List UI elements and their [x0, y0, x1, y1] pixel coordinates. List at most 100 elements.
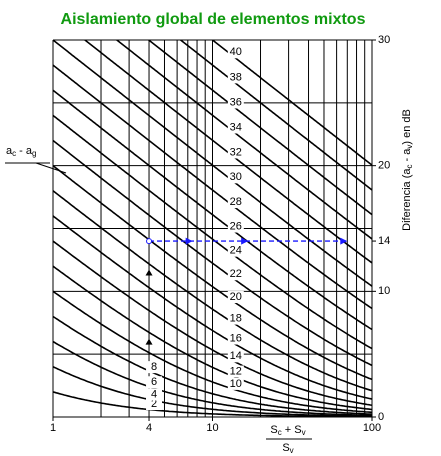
curve-label-bg: [227, 365, 244, 378]
curve-label: 2: [151, 398, 157, 410]
curve-label-bg: [227, 121, 244, 134]
curve-label-bg: [227, 350, 244, 363]
curve-label: 30: [230, 171, 242, 183]
curve-label: 22: [230, 268, 242, 280]
curve: [53, 190, 372, 392]
curve-label: 32: [230, 146, 242, 158]
curve-label-bg: [146, 398, 163, 411]
curve: [53, 365, 372, 417]
curve-label: 40: [230, 46, 242, 58]
curve-label: 24: [230, 245, 242, 257]
curve: [53, 89, 372, 331]
curve: [53, 290, 372, 414]
x-tick-label: 10: [206, 422, 218, 434]
curve: [53, 165, 372, 381]
curve: [53, 114, 372, 350]
y-label-part: Diferencia (a: [401, 168, 413, 231]
curve-label-bg: [227, 377, 244, 390]
marker: [145, 338, 153, 345]
x-tick-label: 4: [146, 422, 152, 434]
curve-label: 34: [230, 121, 242, 133]
curve-label-bg: [146, 361, 163, 374]
marker: [145, 269, 153, 276]
y-tick-label: 14: [378, 235, 390, 247]
annotation-arrowhead: [185, 237, 193, 245]
annotation-start: [146, 238, 153, 245]
curve-label-bg: [227, 291, 244, 304]
x-label-part: c: [278, 428, 282, 437]
x-label-denominator: Sv: [282, 442, 293, 455]
y-label-part: - a: [401, 148, 413, 165]
curve-label: 14: [230, 350, 242, 362]
curve: [53, 265, 372, 411]
curves: [53, 40, 372, 417]
curve-label: 36: [230, 96, 242, 108]
x-label-part: v: [302, 428, 306, 437]
curve: [53, 240, 372, 406]
x-label-numerator: Sc + Sv: [270, 424, 305, 437]
x-label-part: S: [282, 442, 289, 454]
curve: [53, 315, 372, 415]
x-tick-label: 100: [363, 422, 381, 434]
x-label-part: S: [270, 424, 277, 436]
y-label-part: v: [405, 145, 414, 149]
curve: [83, 40, 372, 264]
curve-label: 10: [230, 378, 242, 390]
legend-part: g: [32, 149, 36, 158]
curve-label-bg: [227, 171, 244, 184]
curve-label-bg: [146, 388, 163, 401]
legend-part: c: [12, 149, 16, 158]
curve: [53, 215, 372, 400]
curve-label: 12: [230, 365, 242, 377]
y-tick-label: 30: [378, 34, 390, 46]
curve-label-bg: [227, 312, 244, 325]
y-tick-label: 10: [378, 285, 390, 297]
curve-label: 38: [230, 71, 242, 83]
curve-label-bg: [146, 376, 163, 389]
curve-label-bg: [227, 96, 244, 109]
curve-label-bg: [227, 268, 244, 281]
y-label-part: ) en dB: [401, 109, 413, 144]
curve: [53, 139, 372, 367]
y-label-part: c: [405, 165, 414, 169]
curve-label: 26: [230, 220, 242, 232]
x-label-part: v: [290, 446, 294, 455]
curve-label: 18: [230, 313, 242, 325]
curve: [179, 40, 372, 191]
curve-label-bg: [227, 332, 244, 345]
curve: [115, 40, 372, 240]
curve: [211, 40, 372, 166]
curve-legend: ac - ag: [6, 145, 36, 158]
curve: [53, 391, 372, 417]
curve-label: 6: [151, 376, 157, 388]
curve-label: 4: [151, 388, 157, 400]
annotation-arrowhead: [340, 237, 348, 245]
curve-label-bg: [227, 71, 244, 84]
curve-label-bg: [227, 244, 244, 257]
curve-label-bg: [227, 46, 244, 59]
chart-title: Aislamiento global de elementos mixtos: [61, 11, 366, 28]
curve: [53, 340, 372, 417]
curve: [53, 64, 372, 310]
curve-label-bg: [227, 196, 244, 209]
y-tick-label: 20: [378, 160, 390, 172]
curve: [147, 40, 372, 216]
annotation-arrowhead: [241, 237, 249, 245]
legend-part: - a: [16, 145, 33, 157]
x-tick-label: 1: [50, 422, 56, 434]
y-label: Diferencia (ac - av) en dB: [401, 109, 414, 231]
curve-label-bg: [227, 220, 244, 233]
y-tick-label: 0: [378, 411, 384, 423]
legend-pointer: [35, 162, 67, 174]
curve-label: 20: [230, 291, 242, 303]
x-label-part: + S: [282, 424, 302, 436]
curve-label-bg: [227, 146, 244, 159]
curve: [53, 40, 372, 287]
curve-label: 8: [151, 361, 157, 373]
curve-label: 16: [230, 332, 242, 344]
curve-label: 28: [230, 196, 242, 208]
legend-part: a: [6, 145, 13, 157]
